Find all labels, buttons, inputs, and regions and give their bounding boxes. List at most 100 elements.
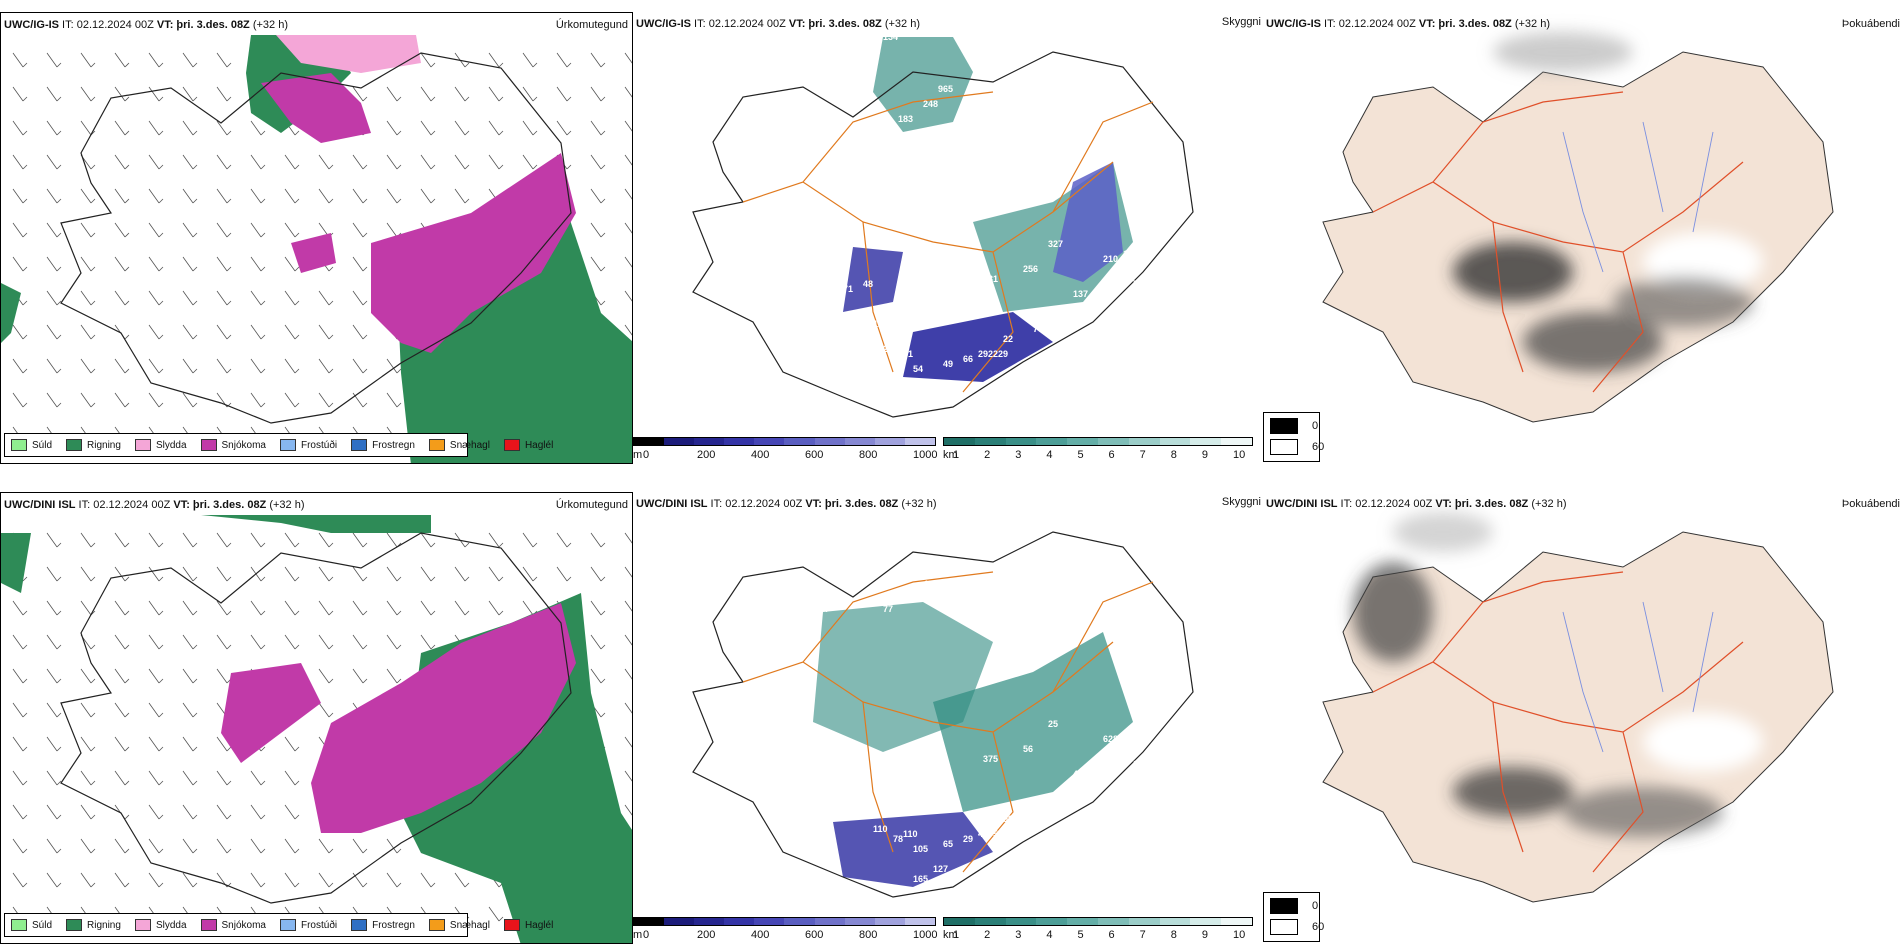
wind-barb bbox=[454, 188, 470, 204]
roads bbox=[1372, 91, 1744, 393]
wind-barb bbox=[352, 256, 368, 272]
visibility-value-label: 77 bbox=[1053, 794, 1063, 804]
wind-barb bbox=[556, 532, 572, 548]
wind-barb bbox=[624, 256, 632, 268]
wind-barb bbox=[182, 804, 198, 820]
wind-barb bbox=[522, 566, 538, 582]
wind-barb bbox=[216, 838, 232, 854]
wind-barb bbox=[250, 256, 266, 272]
wind-barb bbox=[352, 154, 368, 170]
legend-swatch bbox=[428, 919, 445, 931]
visibility-value-label: 75 bbox=[828, 324, 838, 334]
visibility-value-label: 137 bbox=[1073, 289, 1088, 299]
wind-barb bbox=[216, 120, 232, 136]
snow-area-north bbox=[261, 73, 371, 143]
colorbar-tick: 400 bbox=[751, 449, 770, 461]
panel-name: Skyggni bbox=[1221, 496, 1261, 508]
colorbar-tick: 8 bbox=[1170, 929, 1177, 941]
wind-barb bbox=[624, 566, 632, 578]
visibility-value-label: 49 bbox=[978, 829, 988, 839]
visibility-value-label: 259 bbox=[863, 334, 878, 344]
wind-barb bbox=[386, 668, 402, 684]
wind-barb bbox=[454, 154, 470, 170]
colorbar-tick: 1000 bbox=[913, 929, 938, 941]
wind-barb bbox=[386, 634, 402, 650]
wind-barb bbox=[624, 154, 632, 166]
wind-barb bbox=[318, 668, 334, 684]
wind-barb bbox=[114, 702, 130, 718]
wind-barb bbox=[454, 872, 470, 888]
wind-barb bbox=[114, 120, 130, 136]
legend-label: Snæhagl bbox=[449, 439, 490, 451]
wind-barb bbox=[386, 154, 402, 170]
wind-barb bbox=[216, 290, 232, 306]
wind-barb bbox=[488, 906, 504, 922]
wind-barb bbox=[46, 324, 62, 340]
visibility-value-label: 248 bbox=[923, 99, 938, 109]
wind-barb bbox=[46, 838, 62, 854]
colorbar-tick: 4 bbox=[1046, 929, 1053, 941]
wind-barb bbox=[318, 872, 334, 888]
colorbar-tick: 0 bbox=[643, 929, 650, 941]
visibility-value-label: 134 bbox=[883, 32, 898, 42]
wind-barb bbox=[12, 634, 28, 650]
legend-label: Slydda bbox=[155, 919, 187, 931]
legend-label: Frostregn bbox=[372, 439, 415, 451]
wind-barb bbox=[590, 120, 606, 136]
wind-barb bbox=[80, 358, 96, 374]
wind-barb bbox=[216, 392, 232, 408]
legend-label: Slydda bbox=[155, 439, 187, 451]
visibility-value-label: 51 bbox=[903, 349, 913, 359]
visibility-value-label: 78 bbox=[1103, 294, 1113, 304]
wind-barb bbox=[488, 600, 504, 616]
wind-barb bbox=[454, 600, 470, 616]
wind-barb bbox=[624, 532, 632, 544]
visibility-value-label: 134 bbox=[1063, 344, 1078, 354]
wind-barb bbox=[624, 804, 632, 816]
fog-map bbox=[1322, 512, 1834, 903]
visibility-value-label: 109 bbox=[818, 124, 833, 134]
panel-name: Þokuábendi bbox=[1841, 18, 1900, 30]
wind-barb bbox=[590, 600, 606, 616]
legend-label: Snjókoma bbox=[221, 919, 266, 931]
wind-barb bbox=[386, 566, 402, 582]
wind-barb bbox=[250, 358, 266, 374]
legend-label: Haglél bbox=[524, 919, 554, 931]
wind-barb bbox=[590, 566, 606, 582]
wind-barb bbox=[114, 566, 130, 582]
wind-barb bbox=[590, 188, 606, 204]
legend-label: Frostúði bbox=[300, 919, 338, 931]
legend-item: Frostregn bbox=[351, 439, 415, 451]
wind-barb bbox=[182, 222, 198, 238]
visibility-value-label: 124 bbox=[883, 124, 898, 134]
wind-barb bbox=[80, 154, 96, 170]
wind-barb bbox=[386, 392, 402, 408]
wind-barb bbox=[12, 256, 28, 272]
wind-barb bbox=[114, 52, 130, 68]
colorbar-tick: 6 bbox=[1108, 929, 1115, 941]
legend-label: Snjókoma bbox=[221, 439, 266, 451]
wind-barb bbox=[114, 532, 130, 548]
precip-legend: Súld Rigning Slydda Snjókoma Frostúði Frostre… bbox=[4, 433, 553, 457]
visibility-value-label: 72 bbox=[1133, 279, 1143, 289]
wind-barb bbox=[216, 532, 232, 548]
legend-swatch bbox=[66, 439, 83, 451]
wind-barb bbox=[386, 600, 402, 616]
visibility-value-label: 65 bbox=[943, 839, 953, 849]
wind-barb bbox=[318, 600, 334, 616]
wind-barb bbox=[46, 52, 62, 68]
panel-title: UWC/IG-IS IT: 02.12.2024 00Z VT: þri. 3.… bbox=[4, 19, 288, 31]
fog-panel-top: UWC/IG-IS IT: 02.12.2024 00Z VT: þri. 3.… bbox=[1263, 12, 1900, 464]
visibility-value-label: 38 bbox=[843, 364, 853, 374]
visibility-value-label: 965 bbox=[938, 84, 953, 94]
colorbar-tick: 400 bbox=[751, 929, 770, 941]
wind-barb bbox=[148, 770, 164, 786]
wind-barb bbox=[590, 532, 606, 548]
snow-area-west bbox=[221, 663, 321, 763]
wind-barb bbox=[114, 668, 130, 684]
height-unit: m bbox=[633, 449, 643, 461]
wind-barb bbox=[182, 154, 198, 170]
blue-area-south bbox=[903, 312, 1053, 382]
visibility-value-label: 58 bbox=[933, 384, 943, 394]
